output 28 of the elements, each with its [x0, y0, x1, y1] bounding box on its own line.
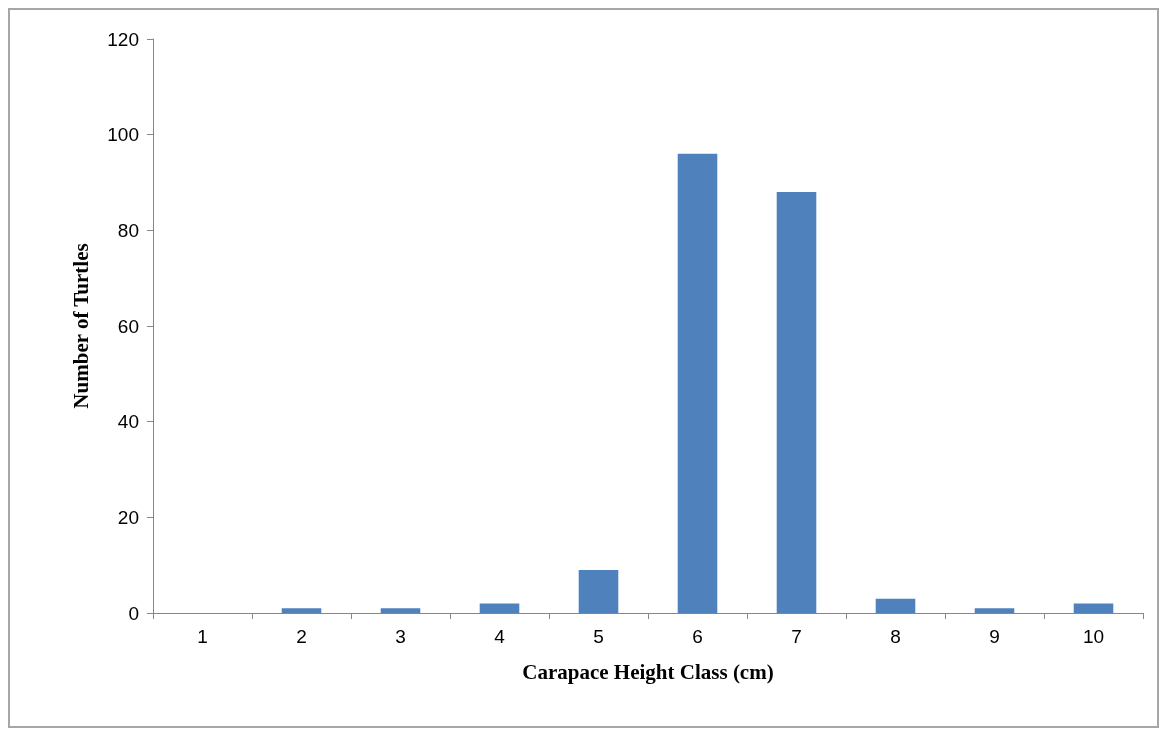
x-tick-label: 2 — [296, 626, 307, 647]
x-tick-label: 8 — [890, 626, 901, 647]
y-tick-label: 80 — [117, 219, 139, 241]
x-axis-title: Carapace Height Class (cm) — [522, 659, 774, 684]
x-tick-label: 6 — [692, 626, 703, 647]
bar — [578, 569, 619, 613]
bar — [380, 608, 421, 613]
x-tick-label: 10 — [1082, 626, 1105, 647]
y-tick-label: 20 — [117, 506, 139, 528]
bar — [875, 598, 916, 613]
y-tick-label: 0 — [128, 602, 139, 624]
y-tick-label: 120 — [107, 28, 139, 50]
y-tick-label: 60 — [117, 315, 139, 337]
y-axis-title: Number of Turtles — [68, 243, 93, 409]
x-tick-label: 5 — [593, 626, 604, 647]
x-tick-label: 4 — [494, 626, 506, 647]
x-tick-label: 7 — [791, 626, 802, 647]
x-tick-label: 9 — [989, 626, 1000, 647]
bar — [479, 603, 520, 613]
bar — [281, 608, 322, 613]
y-tick-label: 40 — [117, 411, 139, 433]
y-tick-label: 100 — [107, 124, 139, 146]
bar — [1073, 603, 1114, 613]
x-tick-label: 3 — [395, 626, 406, 647]
x-tick-label: 1 — [197, 626, 208, 647]
bar — [776, 192, 817, 613]
bar — [974, 608, 1015, 613]
bar — [677, 153, 718, 613]
